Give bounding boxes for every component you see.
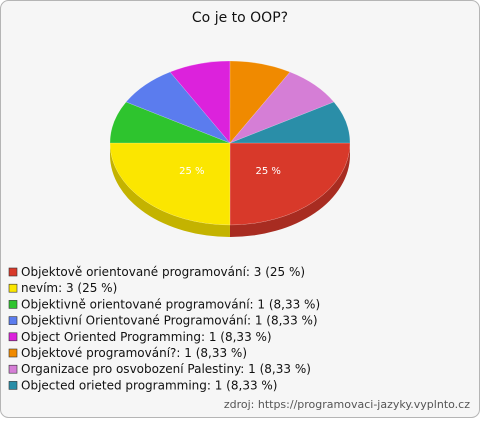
chart-title: Co je to OOP? — [192, 10, 288, 26]
source: zdroj: https://programovaci-jazyky.vypln… — [224, 398, 470, 411]
legend-swatch — [8, 364, 18, 374]
legend-label: Objected orieted programming: 1 (8,33 %) — [21, 378, 277, 392]
legend-swatch — [8, 332, 18, 342]
legend-swatch — [8, 300, 18, 309]
pie-slice — [229, 101, 351, 144]
pie-slice — [229, 71, 335, 144]
legend-label: Organizace pro osvobození Palestiny: 1 (… — [21, 362, 311, 376]
legend-label: nevím: 3 (25 %) — [21, 281, 117, 295]
slice-label: 25 % — [255, 166, 280, 177]
legend-label: Objektivní Orientované Programování: 1 (… — [21, 314, 318, 328]
pie-side — [229, 143, 350, 237]
legend-label: Object Oriented Programming: 1 (8,33 %) — [21, 330, 272, 344]
legend-swatch — [8, 267, 18, 277]
pie-slice — [169, 60, 231, 144]
pie-slice — [109, 101, 231, 144]
slice-label: 25 % — [179, 166, 204, 177]
pie-slice — [229, 60, 291, 144]
legend-swatch — [8, 348, 18, 358]
legend-label: Objektové programování?: 1 (8,33 %) — [21, 346, 247, 360]
pie-slice — [109, 142, 231, 226]
pie-side — [110, 143, 230, 237]
legend-swatch — [8, 283, 18, 293]
legend-label: Objektově orientované programování: 3 (2… — [21, 265, 305, 279]
pie-slice — [125, 71, 231, 144]
legend-label: Objektivně orientované programování: 1 (… — [21, 297, 320, 311]
pie-slice — [229, 142, 351, 226]
legend-swatch — [8, 316, 18, 325]
legend-swatch — [8, 381, 18, 390]
